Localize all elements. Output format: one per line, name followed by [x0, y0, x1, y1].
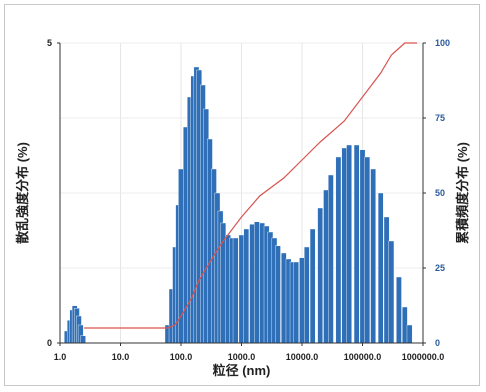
cumulative-line [84, 42, 418, 329]
histogram-bar [359, 149, 366, 344]
histogram-bar [238, 234, 245, 344]
histogram-bar [353, 144, 360, 344]
y2-tick-label: 75 [435, 113, 445, 123]
histogram-bar [249, 223, 255, 344]
histogram-bar [328, 174, 334, 344]
x-tick-label: 10.0 [112, 352, 130, 362]
y2-tick-label: 100 [435, 38, 450, 48]
histogram-bar [303, 246, 310, 344]
histogram-bar [406, 324, 413, 344]
histogram-bar [309, 228, 316, 344]
histogram-bar [80, 335, 86, 344]
y-axis-title: 散乱強度分布 (%) [15, 142, 30, 244]
histogram-bar [396, 276, 402, 344]
histogram-bar [346, 144, 352, 344]
histogram-bar [299, 257, 305, 344]
histogram-bar [364, 156, 371, 344]
y2-axis-title: 累積頻度分布 (%) [455, 142, 470, 244]
x-tick-label: 1.0 [54, 352, 67, 362]
x-tick-label: 10000.0 [286, 352, 319, 362]
chart-frame: 1.0 10.0 100.0 1000.0 10000.0 100000.0 1000000… [4, 4, 480, 386]
y2-tick-label: 25 [435, 263, 445, 273]
histogram-bar [377, 192, 384, 344]
x-tick-label: 1000.0 [228, 352, 256, 362]
histogram-bar [254, 221, 260, 344]
histogram-bar [401, 306, 408, 344]
histogram-bar [370, 168, 376, 344]
histogram-bar [280, 252, 287, 344]
histogram-bar [232, 237, 239, 344]
y2-tick-label: 0 [435, 338, 440, 348]
histogram-bar [323, 189, 329, 344]
y-tick-label: 5 [47, 38, 52, 48]
histogram-bar [275, 245, 281, 344]
chart-svg: 1.0 10.0 100.0 1000.0 10000.0 100000.0 1000000… [15, 38, 470, 378]
x-tick-label: 100000.0 [344, 352, 382, 362]
histogram-bar [335, 156, 342, 344]
histogram-bar [388, 240, 395, 344]
histogram-bar [383, 216, 390, 344]
x-tick-label: 1000000.0 [402, 352, 445, 362]
histogram-bar [341, 147, 348, 344]
histogram-bar [317, 207, 324, 344]
histogram-bar [243, 228, 250, 344]
histogram-bar [293, 261, 299, 344]
x-tick-label: 100.0 [170, 352, 193, 362]
y-tick-label: 0 [47, 338, 52, 348]
x-axis-title: 粒径 (nm) [213, 363, 271, 378]
y2-tick-label: 50 [435, 188, 445, 198]
